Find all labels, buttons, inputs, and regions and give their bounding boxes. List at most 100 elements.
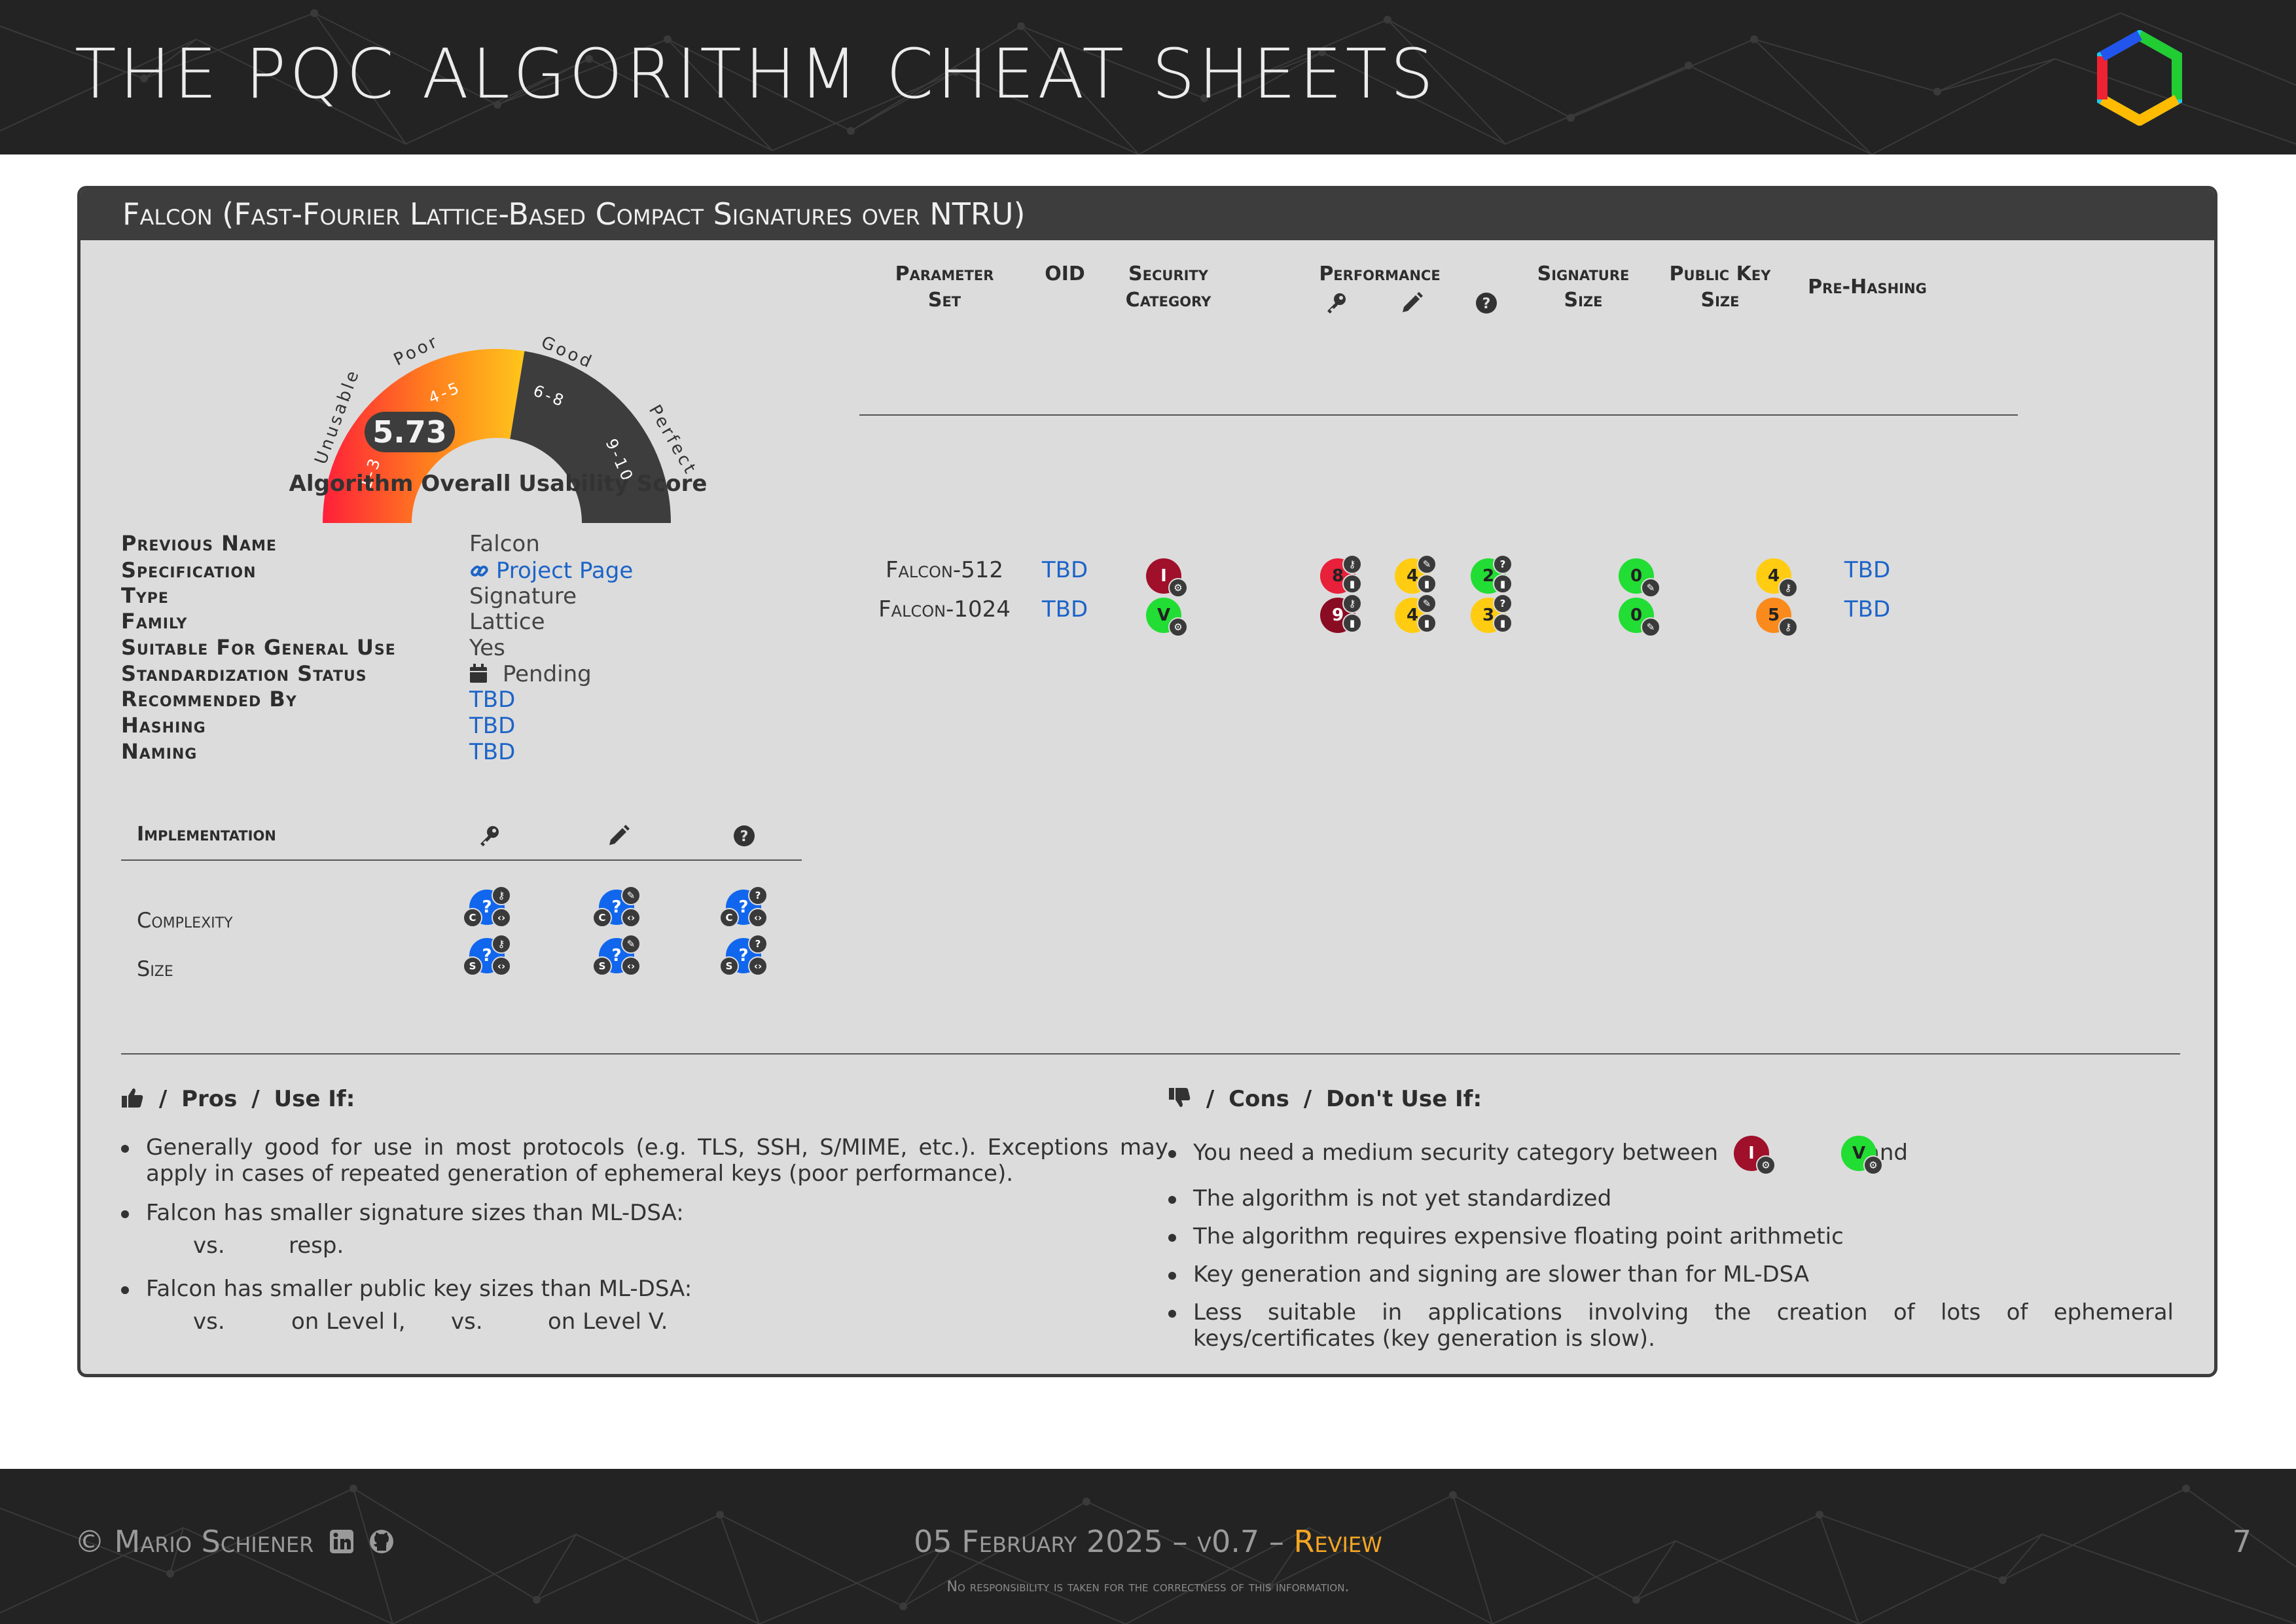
status-value-group: Pending [469, 661, 592, 687]
list-item: You need a medium security category betw… [1168, 1140, 2174, 1166]
performance-badge: 2? ▮ [1471, 554, 1513, 594]
page-title: THE PQC ALGORITHM CHEAT SHEETS [75, 34, 1437, 114]
property-label: Family [121, 609, 188, 634]
code-icon: ‹› [621, 956, 641, 976]
header-line: Parameter [895, 262, 994, 285]
gear-icon: ⚙ [1168, 578, 1188, 598]
pencil-icon: ✎ [621, 934, 641, 954]
gauge-caption: Algorithm Overall Usability Score [289, 471, 708, 497]
implementation-badge: ? ✎ S ‹› [592, 934, 641, 976]
property-label: Naming [121, 739, 198, 764]
property-label: Recommended By [121, 687, 297, 712]
header-line: Size [1700, 289, 1740, 312]
param-name-1024: Falcon-1024 [878, 596, 1011, 623]
table-divider [859, 414, 2018, 416]
bullet [121, 1286, 129, 1294]
header-bar: THE PQC ALGORITHM CHEAT SHEETS [0, 0, 2296, 154]
pk-compare-level1: on Level I, [291, 1308, 406, 1335]
implementation-table: Implementation ? Complexity Size [121, 790, 802, 1000]
algorithm-card: Falcon (Fast-Fourier Lattice-Based Compa… [77, 186, 2217, 1377]
header-line: Set [927, 289, 961, 312]
github-icon[interactable] [368, 1528, 395, 1555]
project-page-link[interactable]: Project Page [469, 558, 633, 584]
svg-text:?: ? [740, 829, 749, 845]
list-item-text: Key generation and signing are slower th… [1193, 1261, 1810, 1288]
pencil-icon [1403, 292, 1423, 312]
gear-icon: ⚙ [1863, 1155, 1883, 1175]
gauge-score: 5.73 [372, 414, 447, 450]
header-line: Category [1125, 289, 1211, 312]
security-level-badge: V ⚙ [1841, 1136, 1883, 1175]
question-icon: ? [748, 934, 768, 954]
list-item: Generally good for use in most protocols… [121, 1134, 1168, 1187]
list-item-text: Falcon has smaller public key sizes than… [146, 1276, 692, 1302]
linkedin-icon[interactable] [329, 1528, 355, 1555]
list-item: Less suitable in applications involving … [1168, 1299, 2174, 1352]
key-icon [480, 826, 499, 846]
param-name-512: Falcon-512 [885, 557, 1004, 583]
list-item-text: You need a medium security category betw… [1193, 1140, 1719, 1166]
prehash-link[interactable]: TBD [1844, 596, 1891, 623]
header-line: Size [1564, 289, 1603, 312]
thumbs-up-icon [122, 1088, 143, 1108]
svg-text:?: ? [1482, 296, 1491, 312]
hashing-link[interactable]: TBD [469, 713, 516, 739]
title-separator: / [1206, 1086, 1215, 1112]
list-item-text: Falcon has smaller signature sizes than … [146, 1200, 684, 1226]
list-item-text: Generally good for use in most protocols… [146, 1134, 1168, 1187]
cons-list: You need a medium security category betw… [1168, 1134, 2174, 1374]
header-line: Security [1128, 262, 1208, 285]
review-status: Review [1293, 1524, 1382, 1559]
header-line: Signature [1537, 262, 1630, 285]
footer-bar: © Mario Schiener 05 February 2025 – v0.7… [0, 1469, 2296, 1624]
pencil-icon [609, 825, 630, 845]
gear-icon: ⚙ [1756, 1155, 1776, 1175]
list-item-text: The algorithm is not yet standardized [1193, 1185, 1612, 1212]
question-icon: ? [1493, 554, 1513, 574]
list-item: Falcon has smaller signature sizes than … [121, 1200, 1168, 1226]
corner-icon: S [719, 956, 739, 976]
use-if-label: Use If: [274, 1086, 355, 1112]
header-pre-hashing: Pre-Hashing [1808, 276, 1927, 298]
key-icon: ⚷ [492, 886, 511, 905]
database-icon: ▮ [1342, 613, 1362, 633]
dont-use-if-label: Don't Use If: [1325, 1086, 1482, 1112]
oid-link[interactable]: TBD [1041, 557, 1088, 583]
oid-link[interactable]: TBD [1041, 596, 1088, 623]
link-icon [471, 566, 488, 577]
pros-list: Generally good for use in most protocols… [121, 1134, 1168, 1374]
list-item-text: The algorithm requires expensive floatin… [1193, 1223, 1844, 1250]
code-icon: ‹› [748, 956, 768, 976]
corner-icon: C [463, 908, 482, 928]
naming-link[interactable]: TBD [469, 739, 516, 765]
property-value: Falcon [469, 531, 540, 557]
implementation-divider [121, 859, 802, 861]
bullet [1168, 1272, 1176, 1280]
property-label: Type [121, 583, 169, 608]
section-divider [121, 1053, 2180, 1055]
header-security-category: Security Category [1103, 261, 1234, 314]
thumbs-down-icon [1169, 1088, 1191, 1108]
pencil-icon: ✎ [1417, 594, 1437, 613]
property-value: Yes [469, 635, 505, 661]
header-oid: OID [1045, 262, 1085, 285]
security-level-badge: I ⚙ [1734, 1136, 1776, 1175]
footer-disclaimer: No responsibility is taken for the corre… [946, 1579, 1350, 1595]
prehash-link[interactable]: TBD [1844, 557, 1891, 583]
gauge-dark-arc [510, 351, 671, 523]
cons-label: Cons [1229, 1086, 1289, 1112]
title-separator: / [158, 1086, 168, 1112]
recommended-by-link[interactable]: TBD [469, 687, 516, 713]
security-category-badge: I ⚙ [1146, 558, 1188, 598]
network-pattern [0, 1485, 2296, 1624]
performance-badge: 4 ✎ ▮ [1395, 594, 1437, 633]
pk-compare-vs: vs. [193, 1308, 225, 1335]
question-icon: ? [748, 886, 768, 905]
performance-badge: 3? ▮ [1471, 594, 1513, 633]
gauge-score-badge: 5.73 [365, 412, 455, 452]
footer-date: 05 February 2025 – v0.7 – Review [655, 1524, 1641, 1559]
signature-size-badge: 0 ✎ [1619, 598, 1660, 637]
performance-badge: 8 ⚷ ▮ [1320, 554, 1362, 594]
database-icon: ▮ [1493, 574, 1513, 594]
sig-compare-vs: vs. [193, 1233, 225, 1259]
